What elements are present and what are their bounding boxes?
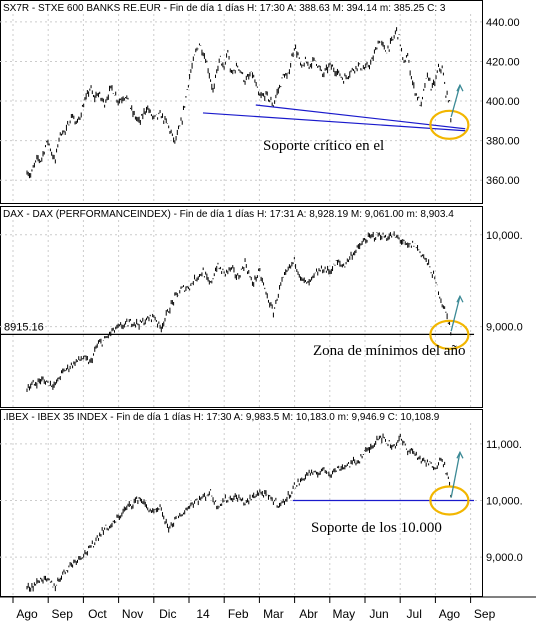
- y-tick-label: 9,000.0: [486, 322, 523, 334]
- rebound-arrowhead: [456, 83, 464, 92]
- panel-frame: [0, 206, 483, 408]
- x-tick-label: Jul: [407, 607, 422, 621]
- x-tick-label: 14: [196, 607, 210, 621]
- x-tick-label: May: [332, 607, 355, 621]
- rebound-arrow: [450, 452, 461, 498]
- rebound-arrowhead: [456, 450, 464, 459]
- x-tick-label: Jun: [369, 607, 388, 621]
- x-tick-label: Mar: [263, 607, 284, 621]
- y-tick-label: 9,000.0: [486, 552, 523, 564]
- panel-header: DAX - DAX (PERFORMANCEINDEX) - Fin de dí…: [3, 209, 454, 220]
- chart-annotation: Soporte crítico en el: [263, 138, 384, 154]
- x-tick-label: Sep: [474, 607, 496, 621]
- y-tick-label: 400.00: [486, 96, 520, 108]
- y-tick-label: 10,000.: [486, 496, 523, 508]
- y-tick-label: 380.00: [486, 136, 520, 148]
- chart-annotation: Soporte de los 10.000: [311, 520, 442, 536]
- x-tick-label: Ago: [16, 607, 38, 621]
- x-tick-label: Sep: [52, 607, 74, 621]
- rebound-arrow: [450, 85, 461, 118]
- support-line: [202, 112, 466, 132]
- y-tick-label: 10,000.: [486, 230, 523, 242]
- y-tick-label: 440.00: [486, 17, 520, 29]
- y-tick-label: 360.00: [486, 175, 520, 187]
- panel-header: SX7R - STXE 600 BANKS RE.EUR - Fin de dí…: [3, 3, 446, 14]
- highlight-circle: [429, 485, 470, 516]
- chart-annotation: Zona de mínimos del año: [313, 343, 465, 359]
- highlight-circle: [429, 319, 470, 350]
- panel-header: .IBEX - IBEX 35 INDEX - Fin de día 1 día…: [3, 412, 440, 423]
- y-tick-label: 420.00: [486, 56, 520, 68]
- x-tick-label: Nov: [122, 607, 143, 621]
- x-tick-label: Abr: [299, 607, 318, 621]
- x-tick-label: Dic: [159, 607, 176, 621]
- highlight-circle: [429, 109, 470, 140]
- rebound-arrowhead: [456, 294, 464, 303]
- x-tick-label: Feb: [228, 607, 249, 621]
- x-tick-label: Oct: [88, 607, 107, 621]
- x-tick-label: Ago: [439, 607, 461, 621]
- rebound-arrow: [450, 296, 461, 332]
- y-tick-label: 11,000.: [486, 439, 522, 451]
- panel-frame: [0, 0, 483, 204]
- support-level-label: 8915.16: [4, 321, 44, 333]
